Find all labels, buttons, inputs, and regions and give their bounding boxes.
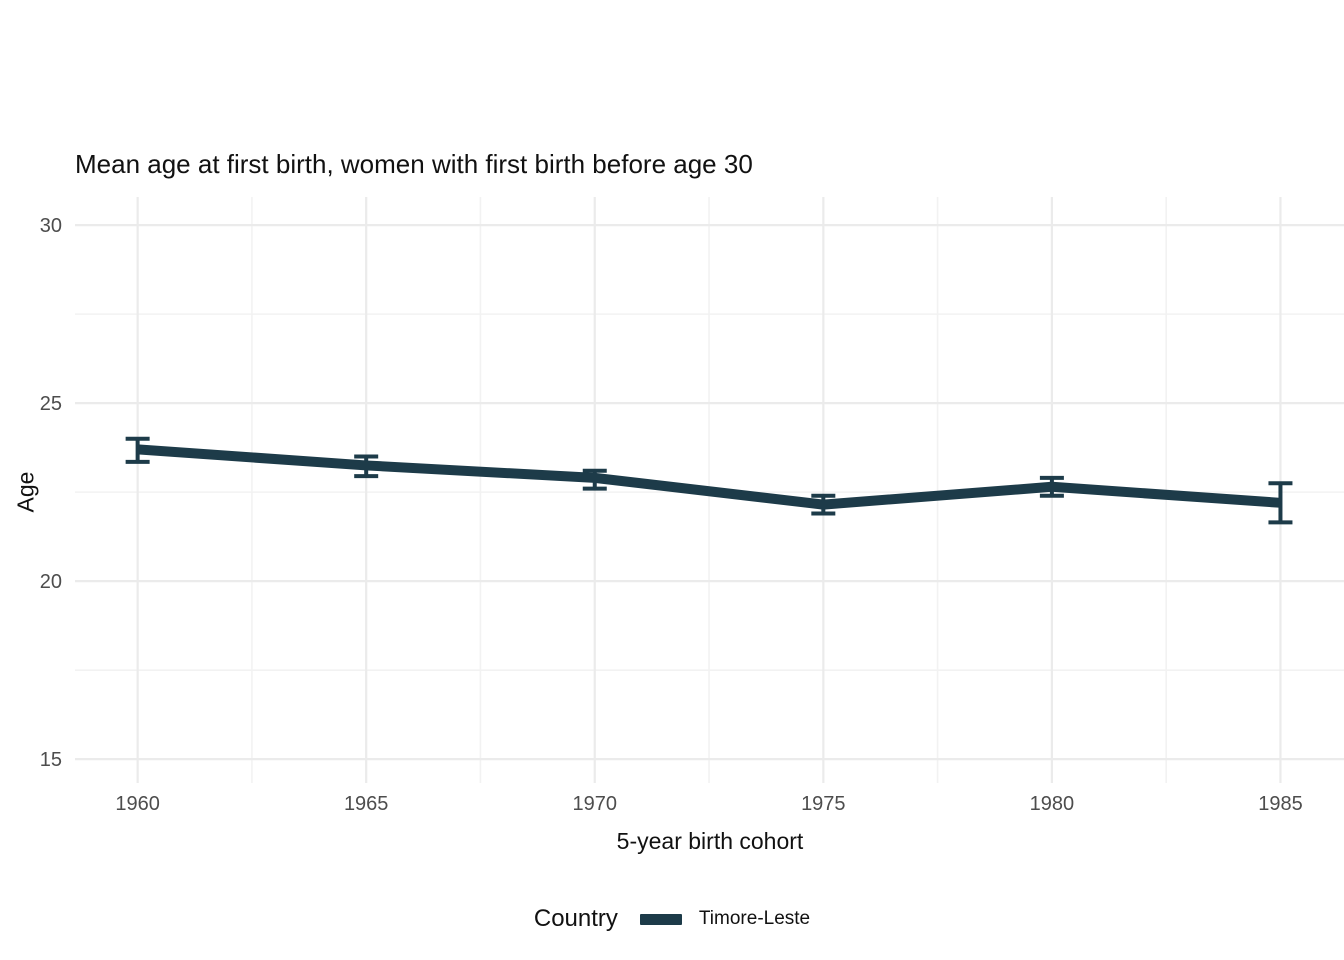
x-tick-label: 1985 bbox=[1258, 793, 1303, 815]
y-tick-label: 30 bbox=[40, 215, 62, 237]
legend-series-label: Timore-Leste bbox=[698, 908, 811, 929]
y-tick-label: 20 bbox=[40, 571, 62, 593]
x-tick-label: 1965 bbox=[344, 793, 389, 815]
y-axis-title: Age bbox=[12, 471, 39, 513]
x-tick-label: 1975 bbox=[801, 793, 846, 815]
data-line-timore-leste bbox=[137, 444, 1281, 510]
x-tick-label: 1980 bbox=[1030, 793, 1075, 815]
x-tick-label: 1960 bbox=[115, 793, 160, 815]
y-tick-label: 15 bbox=[40, 749, 62, 771]
legend-title: Country bbox=[533, 905, 618, 932]
x-tick-label: 1970 bbox=[573, 793, 618, 815]
legend-line-swatch-icon bbox=[639, 913, 682, 925]
y-tick-label: 25 bbox=[40, 393, 62, 415]
legend: Country Timore-Leste bbox=[0, 905, 1344, 933]
chart-title: Mean age at first birth, women with firs… bbox=[75, 149, 753, 179]
x-axis-title: 5-year birth cohort bbox=[616, 828, 804, 854]
